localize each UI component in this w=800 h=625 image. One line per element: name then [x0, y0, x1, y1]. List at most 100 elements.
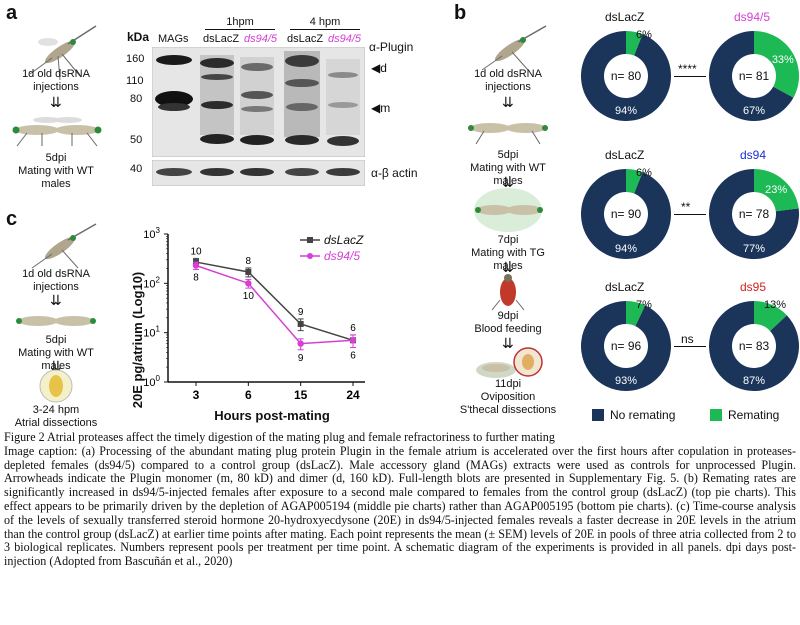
pie-no-remating-pct: 94% — [615, 105, 637, 117]
panel-a-step1: 1d old dsRNA injections — [22, 68, 90, 93]
data-point — [349, 337, 357, 344]
panel-b-step5: 11dpi Oviposition S'thecal dissections — [459, 378, 557, 416]
y-tick-label: 103 — [143, 226, 160, 241]
down-arrow-icon: ⇊ — [502, 259, 514, 275]
caption-title: Figure 2 Atrial proteases affect the tim… — [4, 430, 555, 444]
pie-no-remating-pct: 87% — [743, 375, 765, 387]
lane-mags: MAGs — [158, 33, 189, 45]
marker-40: 40 — [130, 163, 143, 175]
pie-slice-remating — [754, 31, 799, 98]
pie-n-label: n= 90 — [611, 207, 642, 221]
pie-n-label: n= 96 — [611, 339, 642, 353]
monomer-arrowhead: ◀m — [371, 101, 391, 115]
oviposition-illustration — [476, 347, 543, 378]
pie-right-0: n= 81 67% 33% — [709, 31, 799, 122]
x-tick-label: 3 — [193, 388, 200, 402]
pie-slice-remating — [754, 169, 799, 212]
pie-slice-remating — [626, 31, 643, 56]
series-line-0 — [195, 261, 354, 342]
pie-left-title-0: dsLacZ — [605, 10, 645, 24]
mosquito-icon — [481, 25, 547, 71]
pie-slice-remating — [626, 169, 643, 194]
sig-line-1 — [674, 214, 706, 215]
atrium-illustration — [39, 369, 73, 403]
n-label: 8 — [193, 273, 199, 284]
panel-c-step2: 5dpi Mating with WT males — [18, 334, 94, 372]
mosquito-icon — [31, 223, 97, 269]
alpha-plugin-label: α-Plugin — [369, 40, 414, 54]
pie-right-1: n= 78 77% 23% — [709, 169, 799, 259]
pie-slice-no-remating — [581, 169, 671, 259]
legend-no-swatch — [592, 409, 604, 421]
figure-caption: Figure 2 Atrial proteases affect the tim… — [4, 430, 796, 569]
n-label: 10 — [243, 291, 255, 302]
pie-right-2: n= 83 87% 13% — [709, 299, 799, 391]
panel-a-letter: a — [6, 2, 18, 24]
panel-b-step1: 1d old dsRNA injections — [474, 68, 542, 93]
lane-group-4hpm: 4 hpm — [309, 16, 341, 28]
panel-c-step3: 3-24 hpm Atrial dissections — [14, 404, 98, 429]
legend-label: ds94/5 — [324, 249, 360, 263]
sig-line-2 — [674, 346, 706, 347]
data-point — [245, 280, 252, 287]
down-arrow-icon: ⇊ — [502, 174, 514, 190]
n-label: 6 — [350, 351, 356, 362]
down-arrow-icon: ⇊ — [502, 335, 514, 351]
legend-yes-label: Remating — [728, 408, 780, 422]
sig-2: ns — [681, 332, 694, 346]
series-line-1 — [195, 264, 354, 345]
lane-ds945-2: ds94/5 — [328, 33, 362, 45]
panel-c-letter: c — [6, 208, 18, 230]
lane-group-1hpm-line — [205, 29, 275, 30]
chart-ylabel: 20E pg/atrium (Log10) — [130, 272, 145, 409]
legend-marker — [307, 237, 313, 243]
sig-line-0 — [674, 76, 706, 77]
pie-slice-no-remating — [709, 169, 799, 259]
pie-left-1: n= 90 94% 6% — [581, 167, 671, 259]
lane-dslacz-2: dsLacZ — [287, 33, 324, 45]
down-arrow-icon: ⇊ — [50, 94, 62, 110]
pie-slice-no-remating — [709, 301, 799, 391]
panel-b-step4: 9dpi Blood feeding — [474, 310, 542, 335]
down-arrow-icon: ⇊ — [50, 292, 62, 308]
down-arrow-icon: ⇊ — [50, 358, 62, 374]
pie-chart-area: dsLacZ ds94/5 n= 80 94% 6% n= 81 67% 33% ***… — [570, 0, 800, 430]
sig-0: **** — [678, 62, 697, 76]
pie-no-remating-pct: 93% — [615, 375, 637, 387]
pie-left-title-2: dsLacZ — [605, 280, 645, 294]
pie-slice-remating — [626, 301, 646, 327]
n-label: 6 — [350, 323, 356, 334]
pie-right-title-1: ds94 — [740, 148, 767, 162]
n-label: 9 — [298, 353, 304, 364]
mating-pair-illustration-c — [16, 316, 96, 326]
lane-ds945-1: ds94/5 — [244, 33, 278, 45]
mating-pair-illustration-b2 — [474, 188, 543, 232]
n-label: 9 — [298, 307, 304, 318]
mating-pair-illustration-b1 — [468, 123, 548, 145]
lane-dslacz-1: dsLacZ — [203, 33, 240, 45]
pie-right-title-2: ds95 — [740, 280, 767, 294]
data-point — [297, 320, 304, 327]
pie-no-remating-pct: 77% — [743, 243, 765, 255]
pie-remating-pct: 23% — [765, 184, 787, 196]
pie-remating-pct: 13% — [764, 299, 786, 311]
alpha-actin-label: α-β actin — [371, 166, 418, 180]
lane-group-1hpm: 1hpm — [226, 16, 254, 28]
panel-c-step1: 1d old dsRNA injections — [22, 268, 90, 293]
mating-pair-illustration-a — [12, 117, 102, 147]
pie-no-remating-pct: 94% — [615, 243, 637, 255]
chart-xlabel: Hours post-mating — [214, 408, 330, 423]
x-tick-label: 24 — [346, 388, 360, 402]
mosquito-pair-illustration-a — [29, 25, 97, 81]
data-point — [245, 268, 252, 275]
legend-label: dsLacZ — [324, 233, 364, 247]
y-tick-label: 102 — [143, 275, 160, 290]
pie-remating-pct: 6% — [636, 167, 652, 179]
down-arrow-icon: ⇊ — [502, 94, 514, 110]
legend-marker — [307, 253, 313, 259]
mosquito-icon — [29, 25, 97, 81]
lane-group-4hpm-line — [290, 29, 360, 30]
pie-slice-no-remating — [581, 301, 671, 391]
pie-left-title-1: dsLacZ — [605, 148, 645, 162]
legend-no-label: No remating — [610, 408, 676, 422]
